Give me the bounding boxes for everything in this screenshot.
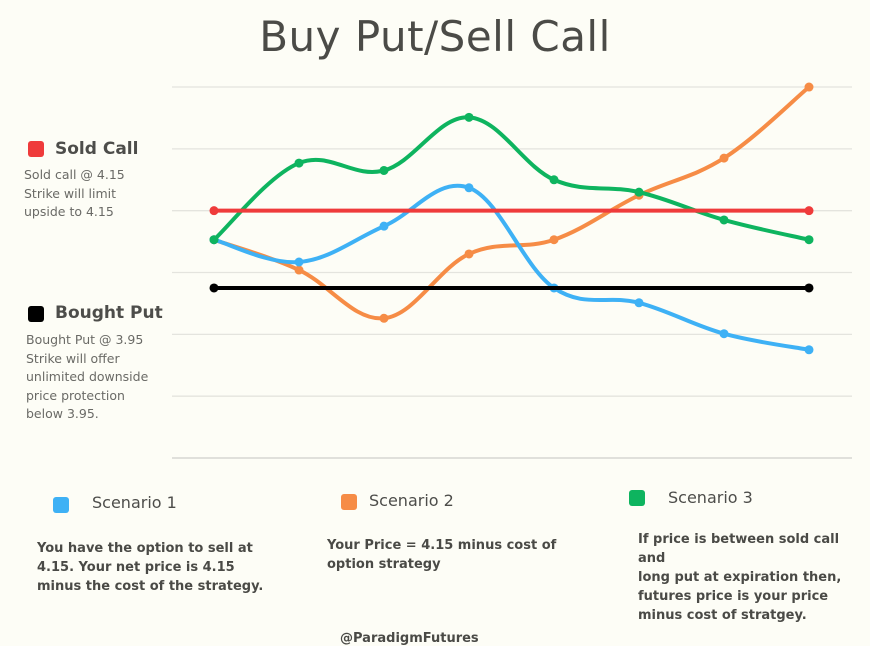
- sold-call-point: [209, 206, 219, 216]
- scenario-1-swatch-icon: [53, 497, 69, 513]
- scenario-1-description: You have the option to sell at 4.15. You…: [37, 541, 264, 594]
- scenario-3-point: [549, 175, 559, 185]
- scenario-3-point: [804, 235, 814, 245]
- sold-call-label: Sold Call: [55, 139, 139, 159]
- scenario-3-point: [379, 165, 389, 175]
- scenario-1-point: [379, 221, 389, 231]
- scenario-3-point: [634, 187, 644, 197]
- scenario-1-point: [464, 183, 474, 193]
- scenario-3-point: [294, 158, 304, 168]
- scenario-2-point: [464, 249, 474, 259]
- scenario-2-point: [804, 82, 814, 92]
- scenario-2-point: [549, 235, 559, 245]
- scenario-1-label: Scenario 1: [92, 493, 177, 512]
- scenario-2-swatch-icon: [341, 494, 357, 510]
- sold-call-description: Sold call @ 4.15 Strike will limit upsid…: [24, 167, 125, 219]
- sold-call-swatch-icon: [28, 141, 44, 157]
- scenario-3-label: Scenario 3: [668, 488, 753, 507]
- scenario-2-point: [719, 153, 729, 163]
- scenario-1-point: [294, 257, 304, 267]
- scenario-3-swatch-icon: [629, 490, 645, 506]
- scenario-2-line: [212, 85, 811, 321]
- scenario-3-point: [464, 112, 474, 122]
- bought-put-label: Bought Put: [55, 303, 163, 323]
- scenario-3-line: [212, 115, 811, 242]
- chart-title: Buy Put/Sell Call: [259, 12, 611, 61]
- scenario-2-point: [379, 313, 389, 323]
- bought-put-point: [209, 283, 219, 293]
- scenario-1-point: [634, 298, 644, 308]
- bought-put-point: [804, 283, 814, 293]
- sold-call-point: [804, 206, 814, 216]
- bought-put-description: Bought Put @ 3.95 Strike will offer unli…: [26, 332, 149, 421]
- scenario-2-description: Your Price = 4.15 minus cost of option s…: [327, 538, 557, 572]
- scenario-1-line: [212, 183, 811, 352]
- scenario-3-description: If price is between sold call and long p…: [638, 532, 842, 623]
- scenario-3-point: [209, 235, 219, 245]
- footer-handle: @ParadigmFutures: [340, 631, 479, 646]
- scenario-2-label: Scenario 2: [369, 491, 454, 510]
- scenario-3-point: [719, 215, 729, 225]
- bought-put-swatch-icon: [28, 306, 44, 322]
- scenario-1-point: [719, 329, 729, 339]
- scenario-1-point: [804, 345, 814, 355]
- scenario-2-point: [294, 265, 304, 275]
